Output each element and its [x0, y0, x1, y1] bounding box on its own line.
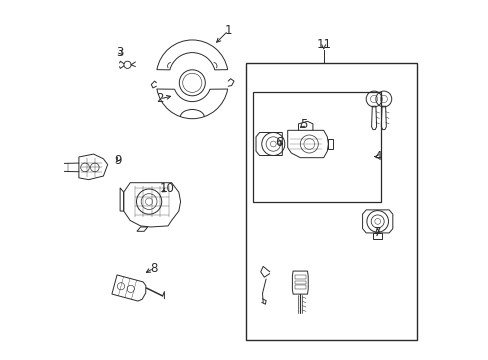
Text: 10: 10: [160, 183, 174, 195]
Text: 3: 3: [116, 46, 124, 59]
Text: 6: 6: [274, 136, 282, 149]
Bar: [294, 285, 305, 289]
Text: 7: 7: [373, 226, 381, 239]
Bar: [246, 63, 416, 340]
Text: 2: 2: [156, 93, 163, 105]
Text: 5: 5: [300, 118, 307, 131]
Text: 1: 1: [224, 24, 232, 37]
Bar: [253, 92, 381, 202]
Bar: [294, 275, 305, 279]
Text: 4: 4: [373, 150, 381, 163]
Text: 8: 8: [150, 262, 157, 275]
Text: 11: 11: [316, 39, 330, 51]
Bar: [294, 281, 305, 284]
Text: 9: 9: [114, 154, 122, 167]
